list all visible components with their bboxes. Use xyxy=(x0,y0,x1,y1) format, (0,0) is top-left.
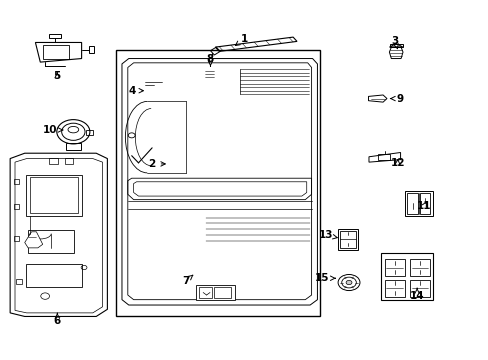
Bar xyxy=(66,143,81,150)
Polygon shape xyxy=(35,42,81,62)
Text: 11: 11 xyxy=(416,201,431,211)
Bar xyxy=(199,287,212,298)
Bar xyxy=(377,154,389,160)
Text: 8: 8 xyxy=(206,54,214,66)
Bar xyxy=(380,253,432,300)
Polygon shape xyxy=(368,153,400,162)
Bar xyxy=(340,231,355,248)
Text: 14: 14 xyxy=(409,288,424,301)
Bar xyxy=(404,191,432,216)
Text: 10: 10 xyxy=(42,125,63,135)
Bar xyxy=(407,193,417,214)
Text: 12: 12 xyxy=(389,158,404,168)
Bar xyxy=(14,237,20,241)
Bar xyxy=(203,62,215,66)
Bar xyxy=(26,175,81,216)
Polygon shape xyxy=(215,37,296,51)
Bar xyxy=(30,177,78,213)
Bar xyxy=(384,280,404,297)
Ellipse shape xyxy=(68,126,79,133)
Ellipse shape xyxy=(346,280,351,285)
Bar xyxy=(337,229,358,249)
Text: 2: 2 xyxy=(148,159,165,169)
Text: 5: 5 xyxy=(54,71,61,81)
Bar xyxy=(26,264,81,287)
Bar xyxy=(409,280,429,297)
Text: 4: 4 xyxy=(129,86,143,96)
Text: 15: 15 xyxy=(314,273,335,283)
Text: 9: 9 xyxy=(390,94,403,104)
Bar xyxy=(419,193,429,214)
Bar xyxy=(28,230,74,253)
Polygon shape xyxy=(25,232,42,248)
Bar xyxy=(384,259,404,276)
Bar xyxy=(409,259,429,276)
Bar xyxy=(16,279,22,284)
Text: 1: 1 xyxy=(235,34,247,46)
Bar xyxy=(42,45,69,59)
Text: 13: 13 xyxy=(318,230,337,240)
Bar xyxy=(85,130,93,135)
Bar xyxy=(89,46,94,53)
Polygon shape xyxy=(10,153,107,316)
Bar xyxy=(196,285,234,300)
Polygon shape xyxy=(203,66,215,80)
Bar xyxy=(389,44,402,47)
Polygon shape xyxy=(368,95,386,102)
Bar xyxy=(214,287,230,298)
Polygon shape xyxy=(144,74,162,99)
Polygon shape xyxy=(122,59,317,305)
Bar xyxy=(14,179,20,184)
Bar xyxy=(116,50,319,316)
Bar xyxy=(49,158,58,164)
Bar xyxy=(64,158,73,164)
Text: 6: 6 xyxy=(54,313,61,326)
Bar xyxy=(14,204,20,208)
Text: 3: 3 xyxy=(391,36,398,49)
Text: 7: 7 xyxy=(182,275,192,286)
Bar xyxy=(49,33,61,38)
Polygon shape xyxy=(388,47,402,59)
